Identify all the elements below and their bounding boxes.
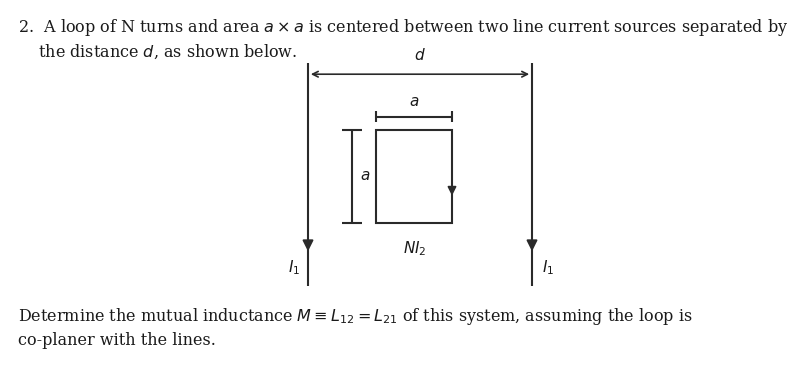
Text: Determine the mutual inductance $M \equiv L_{12} = L_{21}$ of this system, assum: Determine the mutual inductance $M \equi… [18, 306, 692, 327]
Text: $a$: $a$ [360, 169, 370, 183]
Text: $I_1$: $I_1$ [542, 258, 554, 276]
Text: $I_1$: $I_1$ [288, 258, 300, 276]
Text: co-planer with the lines.: co-planer with the lines. [18, 332, 215, 349]
Text: $d$: $d$ [414, 47, 426, 63]
Text: the distance $d$, as shown below.: the distance $d$, as shown below. [18, 43, 297, 61]
Text: 2.  A loop of N turns and area $a \times a$ is centered between two line current: 2. A loop of N turns and area $a \times … [18, 17, 788, 38]
Bar [376, 130, 452, 223]
Text: $NI_2$: $NI_2$ [402, 239, 426, 258]
Text: $a$: $a$ [410, 95, 419, 109]
